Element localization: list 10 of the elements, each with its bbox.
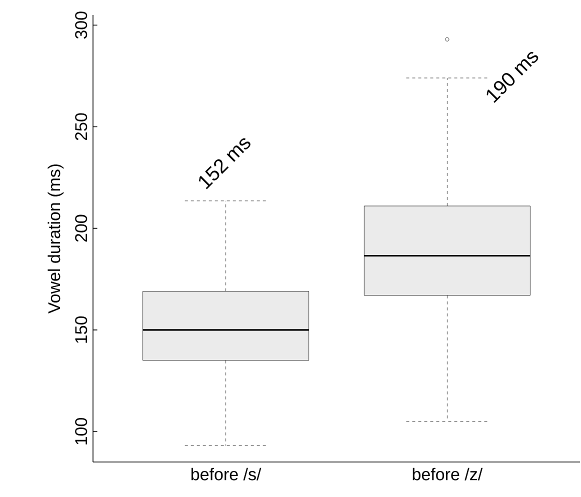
y-axis-title: Vowel duration (ms): [48, 164, 64, 314]
y-tick-label: 150: [75, 316, 88, 343]
y-tick-label: 200: [75, 214, 88, 242]
y-tick-label: 300: [75, 12, 88, 39]
y-tick-label: 250: [75, 113, 88, 140]
x-tick-label: before /s/: [191, 468, 262, 480]
x-tick-label: before /z/: [412, 468, 483, 480]
annotation: 190 ms: [486, 52, 538, 103]
annotation: 152 ms: [198, 138, 250, 190]
y-tick-label: 100: [75, 418, 88, 444]
